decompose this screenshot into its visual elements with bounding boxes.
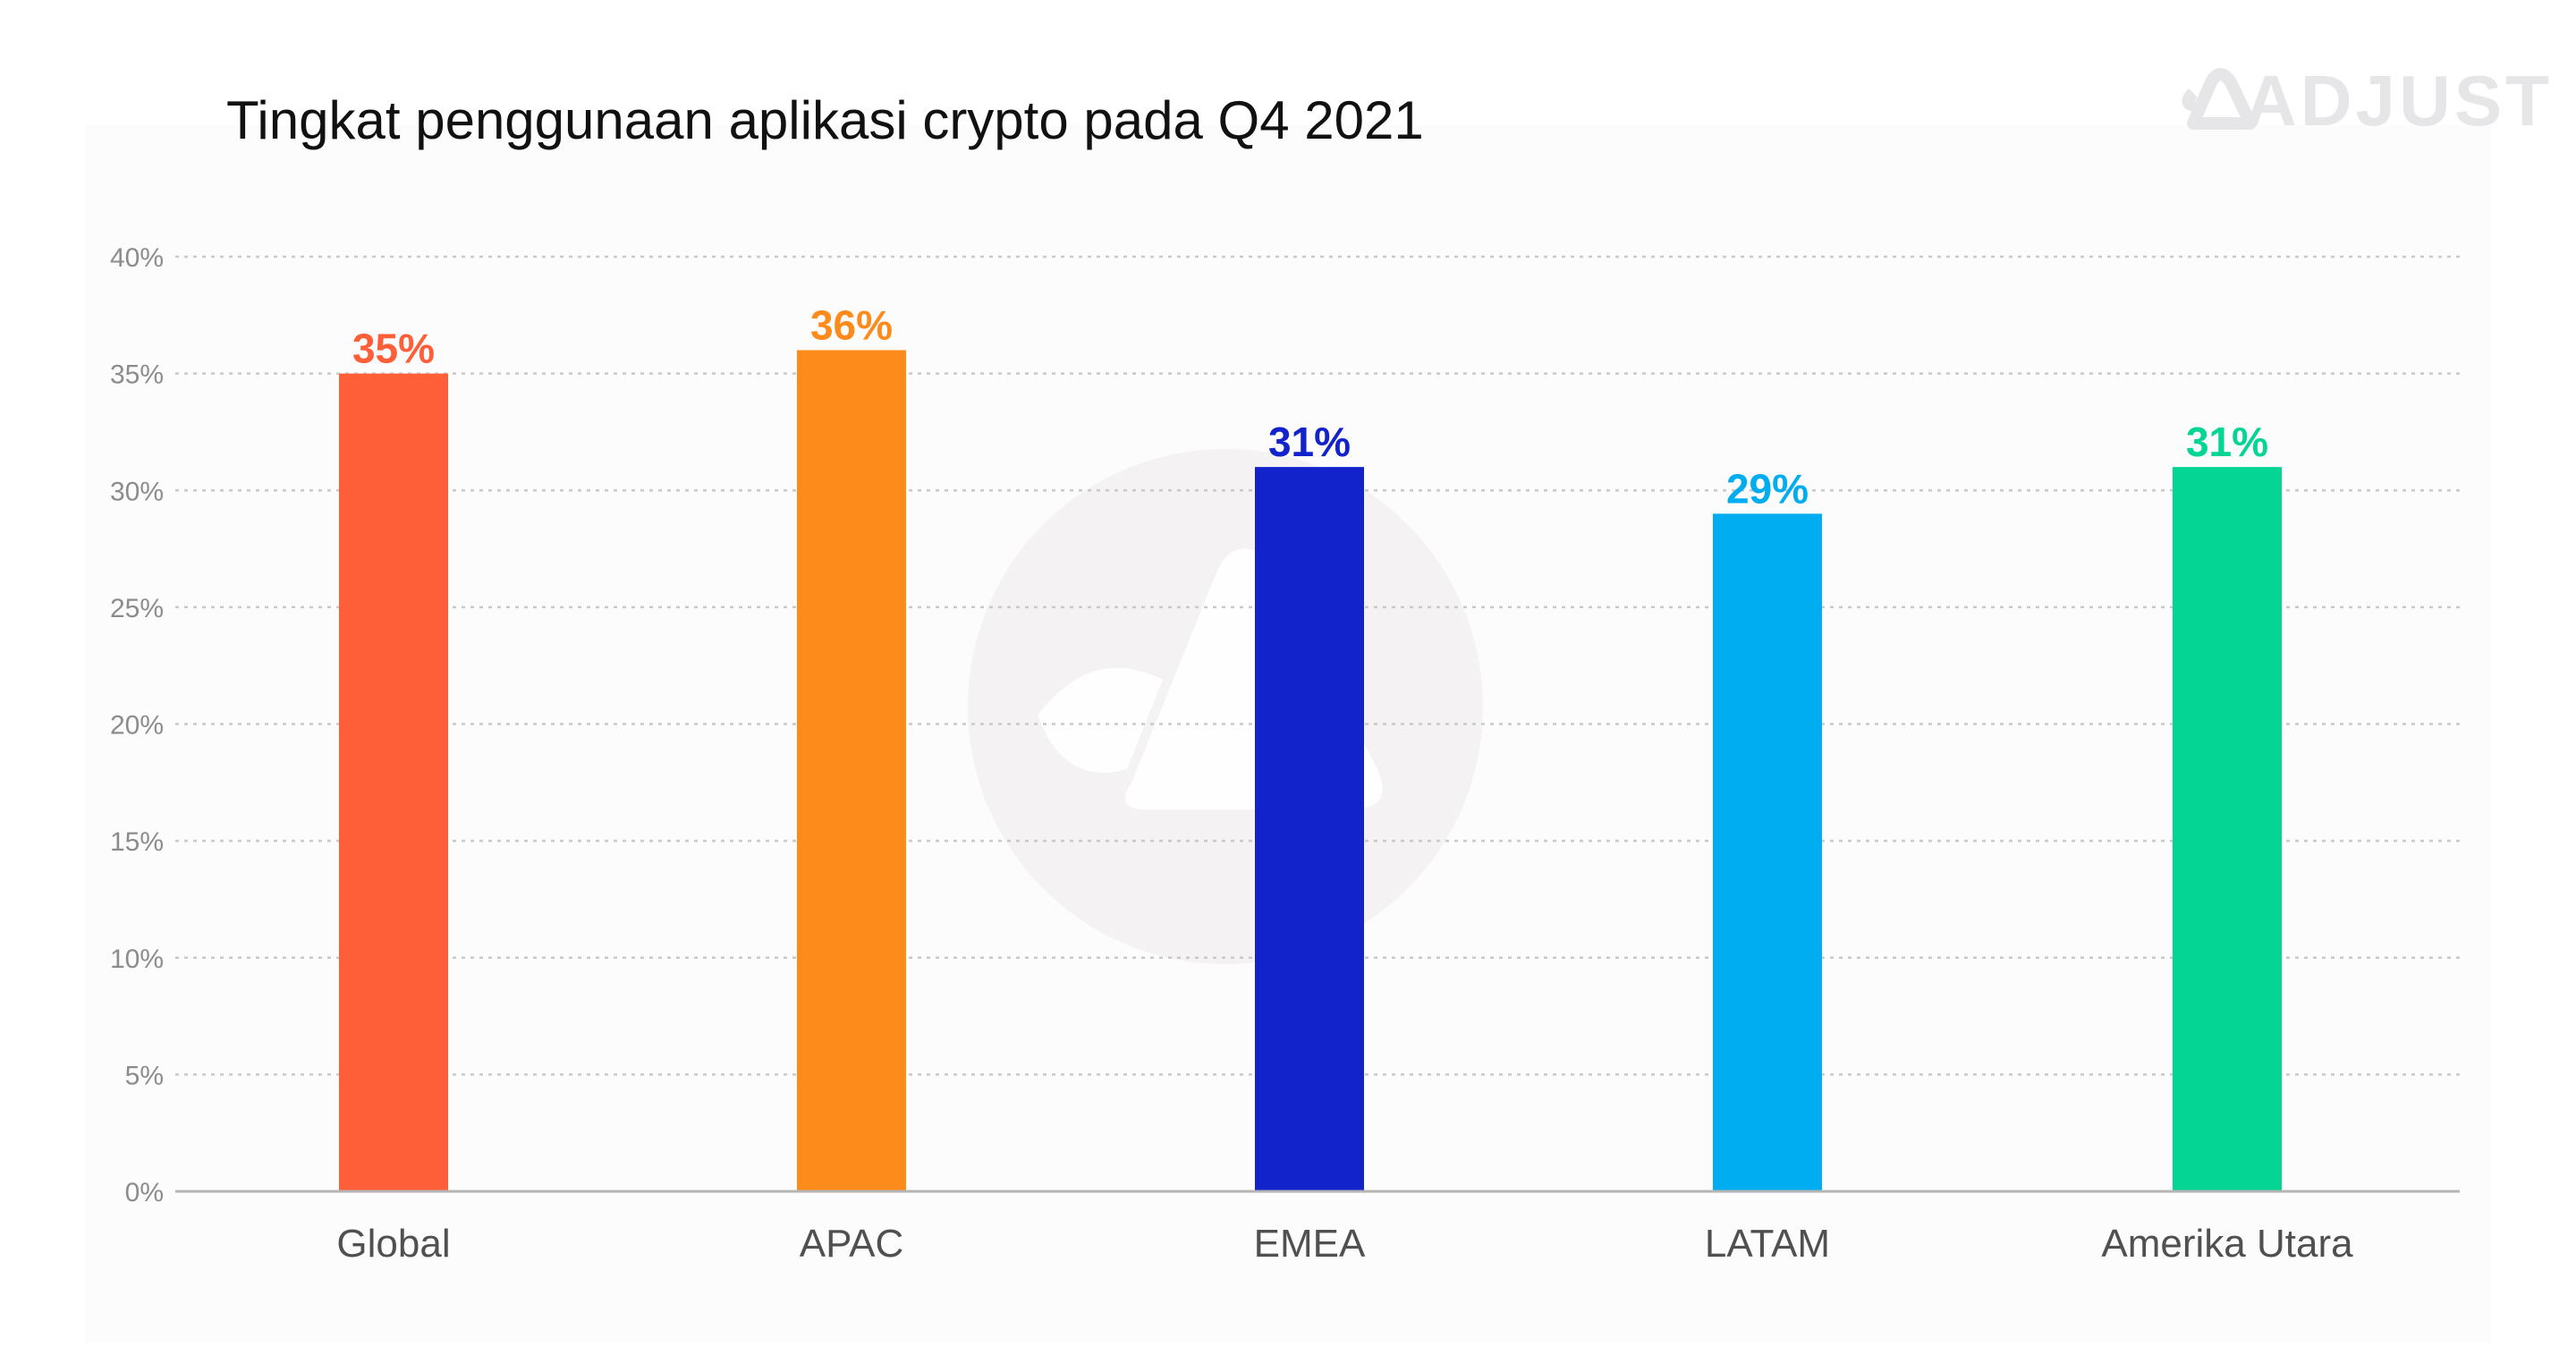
value-label: 29% — [1726, 465, 1809, 512]
y-tick-label: 10% — [110, 945, 164, 974]
y-tick-label: 20% — [110, 711, 164, 741]
category-label: LATAM — [1705, 1222, 1830, 1266]
bar-global — [339, 373, 448, 1191]
adjust-logo-text: ADJUST — [2245, 61, 2553, 140]
y-tick-label: 40% — [110, 243, 164, 273]
y-tick-label: 35% — [110, 360, 164, 390]
y-tick-label: 0% — [125, 1178, 164, 1207]
y-tick-label: 15% — [110, 827, 164, 857]
bars — [339, 350, 2282, 1191]
value-label: 31% — [1268, 419, 1351, 465]
y-tick-label: 5% — [125, 1061, 164, 1090]
y-tick-label: 30% — [110, 477, 164, 506]
x-axis-categories: Global APAC EMEA LATAM Amerika Utara — [336, 1222, 2353, 1266]
adjust-logo: ADJUST — [2182, 61, 2553, 140]
bar-amerika-utara — [2173, 467, 2282, 1191]
bar-apac — [797, 350, 906, 1191]
value-labels: 35% 36% 31% 29% 31% — [352, 302, 2268, 513]
category-label: EMEA — [1254, 1222, 1366, 1266]
chart-title: Tingkat penggunaan aplikasi crypto pada … — [226, 90, 1424, 150]
bar-latam — [1713, 513, 1822, 1191]
category-label: Global — [336, 1222, 450, 1266]
category-label: APAC — [800, 1222, 904, 1266]
category-label: Amerika Utara — [2101, 1222, 2353, 1266]
y-tick-label: 25% — [110, 594, 164, 623]
value-label: 31% — [2186, 419, 2268, 465]
bar-emea — [1255, 467, 1364, 1191]
adjust-watermark-icon — [968, 449, 1483, 964]
value-label: 35% — [352, 326, 435, 372]
y-axis-ticks: 0% 5% 10% 15% 20% 25% 30% 35% 40% — [110, 243, 164, 1207]
adjust-logo-icon — [2182, 68, 2257, 130]
value-label: 36% — [810, 302, 893, 349]
